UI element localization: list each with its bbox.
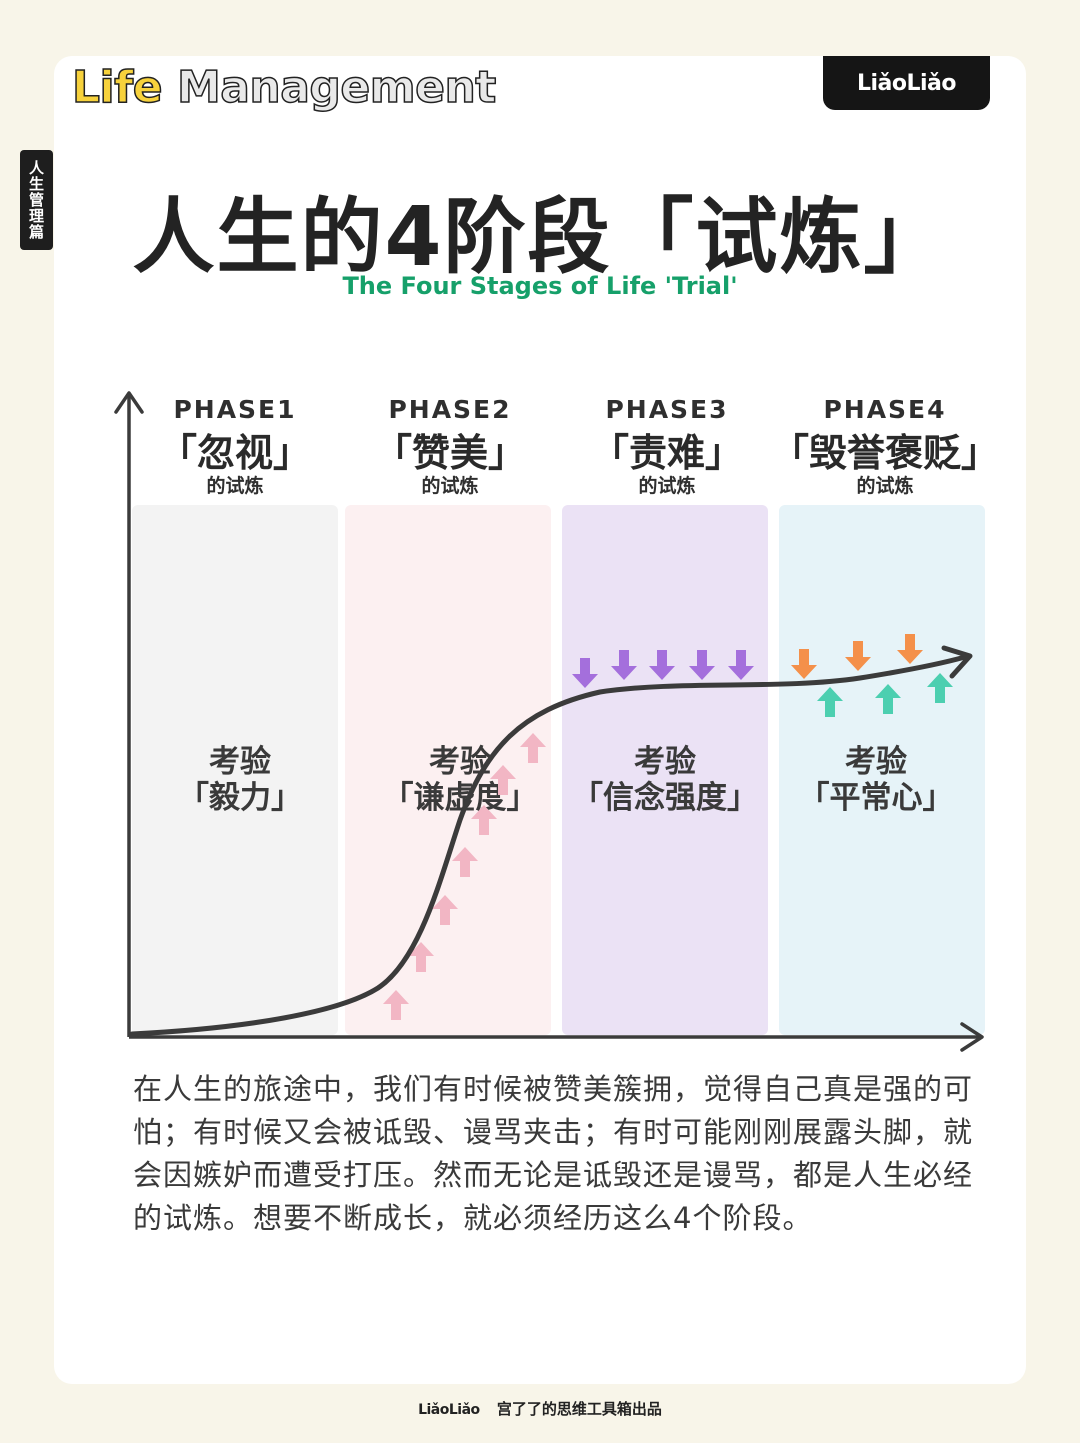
phase-test-value-2: 「谦虚度」	[383, 780, 538, 816]
blame-down-arrow-5	[728, 650, 754, 680]
footer: LiǎoLiǎo 宫了了的思维工具箱出品	[0, 1398, 1080, 1419]
phase-panel-1	[132, 505, 338, 1035]
phase4-down-arrow-3	[897, 634, 923, 664]
praise-up-arrow-5	[471, 805, 497, 835]
phase-panel-4	[779, 505, 985, 1035]
phase-trial-suffix-3: 的试炼	[638, 474, 695, 497]
praise-up-arrow-4	[452, 847, 478, 877]
praise-up-arrow-3	[432, 895, 458, 925]
phase-trial-suffix-4: 的试炼	[856, 474, 913, 497]
page-subtitle: The Four Stages of Life 'Trial'	[342, 272, 738, 300]
phase-number-2: PHASE2	[388, 395, 511, 424]
phase-test-value-1: 「毅力」	[178, 780, 302, 816]
blame-down-arrow-1	[572, 658, 598, 688]
blame-down-arrow-4	[689, 650, 715, 680]
phase-test-value-4: 「平常心」	[799, 780, 954, 816]
phase-number-3: PHASE3	[605, 395, 728, 424]
phase-test-label-1: 考验	[209, 744, 271, 780]
side-tab: 人生管理篇	[20, 150, 53, 250]
footer-text: 宫了了的思维工具箱出品	[496, 1400, 662, 1418]
phase4-up-arrow-1	[817, 687, 843, 717]
blame-down-arrow-3	[649, 650, 675, 680]
brand-logo: LiǎoLiǎo	[823, 56, 990, 110]
brand-title-life: Life	[71, 61, 163, 114]
body-paragraph: 在人生的旅途中，我们有时候被赞美簇拥，觉得自己真是强的可怕；有时候又会被诋毁、谩…	[133, 1072, 974, 1235]
phase4-up-arrow-2	[875, 684, 901, 714]
praise-up-arrow-7	[520, 733, 546, 763]
phase4-down-arrow-2	[845, 641, 871, 671]
page-title: 人生的4阶段「试炼」	[132, 190, 948, 285]
blame-down-arrow-2	[611, 650, 637, 680]
praise-up-arrow-1	[383, 990, 409, 1020]
brand-title: Life Management	[71, 61, 497, 114]
footer-logo: LiǎoLiǎo	[418, 1402, 480, 1418]
brand-title-management: Management	[176, 61, 497, 114]
phase-trial-name-2: 「赞美」	[374, 431, 526, 475]
growth-curve-arrowhead	[941, 645, 973, 679]
phase-trial-suffix-2: 的试炼	[421, 474, 478, 497]
praise-up-arrow-2	[408, 942, 434, 972]
growth-curve	[129, 654, 968, 1037]
phase-test-label-4: 考验	[845, 744, 907, 780]
phase-trial-name-3: 「责难」	[591, 431, 743, 475]
phase-trial-suffix-1: 的试炼	[206, 474, 263, 497]
phase-test-value-3: 「信念强度」	[572, 780, 758, 816]
phase4-up-arrow-3	[927, 673, 953, 703]
phase-trial-name-4: 「毁誉褒贬」	[771, 431, 999, 475]
phase-panel-3	[562, 505, 768, 1035]
phase-number-4: PHASE4	[823, 395, 946, 424]
phase-test-label-3: 考验	[634, 744, 696, 780]
y-axis-arrowhead	[114, 391, 144, 414]
phase-panel-2	[345, 505, 551, 1035]
phase-trial-name-1: 「忽视」	[159, 431, 311, 475]
phase4-down-arrow-1	[791, 649, 817, 679]
x-axis-arrowhead	[960, 1022, 984, 1052]
life-stages-diagram: PHASE1「忽视」的试炼考验「毅力」PHASE2「赞美」的试炼考验「谦虚度」P…	[114, 391, 999, 1052]
praise-up-arrow-6	[490, 765, 516, 795]
phase-number-1: PHASE1	[173, 395, 296, 424]
